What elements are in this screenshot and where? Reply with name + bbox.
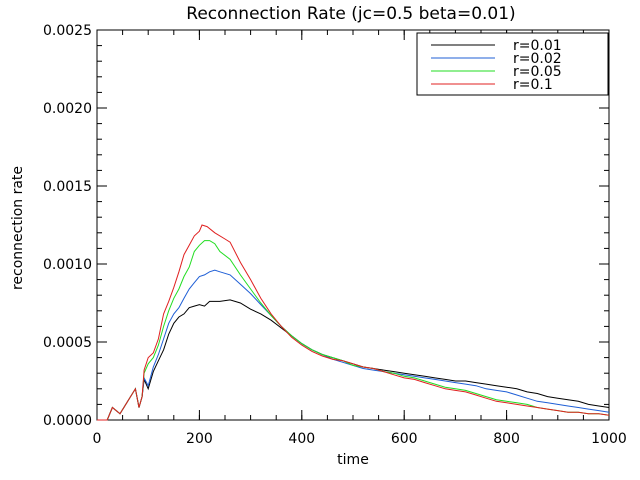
series-line-r-0-02: [97, 269, 610, 421]
y-axis-label: reconnection rate: [10, 166, 26, 290]
legend-label: r=0.05: [513, 64, 562, 80]
x-tick-label: 1000: [591, 431, 627, 447]
series-line-r-0-01: [97, 299, 610, 421]
legend-label: r=0.02: [513, 51, 562, 67]
x-tick-label: 400: [288, 431, 315, 447]
series-line-r-0-05: [97, 240, 610, 421]
y-tick-label: 0.0020: [43, 101, 92, 117]
x-tick-label: 0: [93, 431, 102, 447]
y-tick-label: 0.0015: [43, 179, 92, 195]
y-tick-label: 0.0005: [43, 335, 92, 351]
x-tick-label: 800: [493, 431, 520, 447]
x-tick-label: 600: [391, 431, 418, 447]
legend: r=0.01r=0.02r=0.05r=0.1: [416, 32, 609, 96]
series-line-r-0-1: [97, 224, 610, 421]
chart-title: Reconnection Rate (jc=0.5 beta=0.01): [186, 4, 515, 24]
y-tick-label: 0.0000: [43, 413, 92, 429]
y-tick-label: 0.0010: [43, 257, 92, 273]
x-axis-label: time: [337, 452, 369, 468]
legend-label: r=0.1: [513, 77, 553, 93]
legend-label: r=0.01: [513, 38, 562, 54]
legend-box: [416, 32, 609, 96]
y-tick-label: 0.0025: [43, 23, 92, 39]
x-tick-label: 200: [186, 431, 213, 447]
